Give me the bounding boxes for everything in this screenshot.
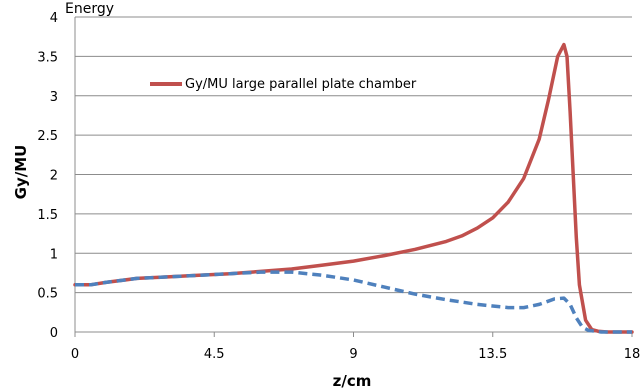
- y-axis-title: Gy/MU: [12, 145, 30, 200]
- legend-label: Gy/MU large parallel plate chamber: [185, 77, 417, 92]
- y-tick-label: 0: [50, 326, 58, 341]
- legend: Gy/MU large parallel plate chamber: [150, 77, 417, 92]
- y-tick-label: 1: [50, 247, 58, 262]
- y-tick-label: 3: [50, 90, 58, 105]
- x-tick-label: 4.5: [204, 347, 225, 362]
- series-line-dashed: [75, 270, 632, 334]
- y-tick-label: 3.5: [37, 50, 58, 65]
- y-tick-label: 2.5: [37, 129, 58, 144]
- y-tick-label: 2: [50, 169, 58, 184]
- x-tick-label: 9: [349, 347, 357, 362]
- gridlines: [75, 16, 632, 294]
- series-layer: [73, 42, 634, 334]
- y-tick-label: 1.5: [37, 208, 58, 223]
- x-tick-label: 0: [71, 347, 79, 362]
- series-line-chamber: [73, 42, 634, 334]
- x-axis-title: z/cm: [333, 372, 372, 390]
- tick-labels: 0 0.5 1 1.5 2 2.5 3 3.5 4 0 4.5 9 13.5 18: [37, 11, 640, 362]
- y-tick-label: 0.5: [37, 287, 58, 302]
- x-tick-label: 18: [624, 347, 641, 362]
- chart-title: Energy: [65, 1, 114, 17]
- axes: [74, 17, 633, 337]
- x-tick-label: 13.5: [478, 347, 507, 362]
- y-tick-label: 4: [50, 11, 58, 26]
